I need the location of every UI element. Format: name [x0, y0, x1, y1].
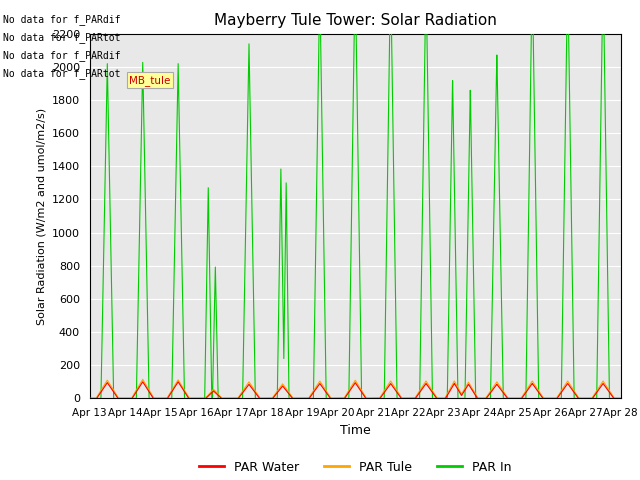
Y-axis label: Solar Radiation (W/m2 and umol/m2/s): Solar Radiation (W/m2 and umol/m2/s) [36, 108, 46, 324]
Text: No data for f_PARdif: No data for f_PARdif [3, 13, 121, 24]
Text: No data for f_PARtot: No data for f_PARtot [3, 32, 121, 43]
Text: MB_tule: MB_tule [129, 75, 171, 86]
X-axis label: Time: Time [340, 424, 371, 437]
Text: No data for f_PARdif: No data for f_PARdif [3, 50, 121, 61]
Legend: PAR Water, PAR Tule, PAR In: PAR Water, PAR Tule, PAR In [194, 456, 516, 479]
Text: No data for f_PARtot: No data for f_PARtot [3, 68, 121, 79]
Title: Mayberry Tule Tower: Solar Radiation: Mayberry Tule Tower: Solar Radiation [214, 13, 497, 28]
